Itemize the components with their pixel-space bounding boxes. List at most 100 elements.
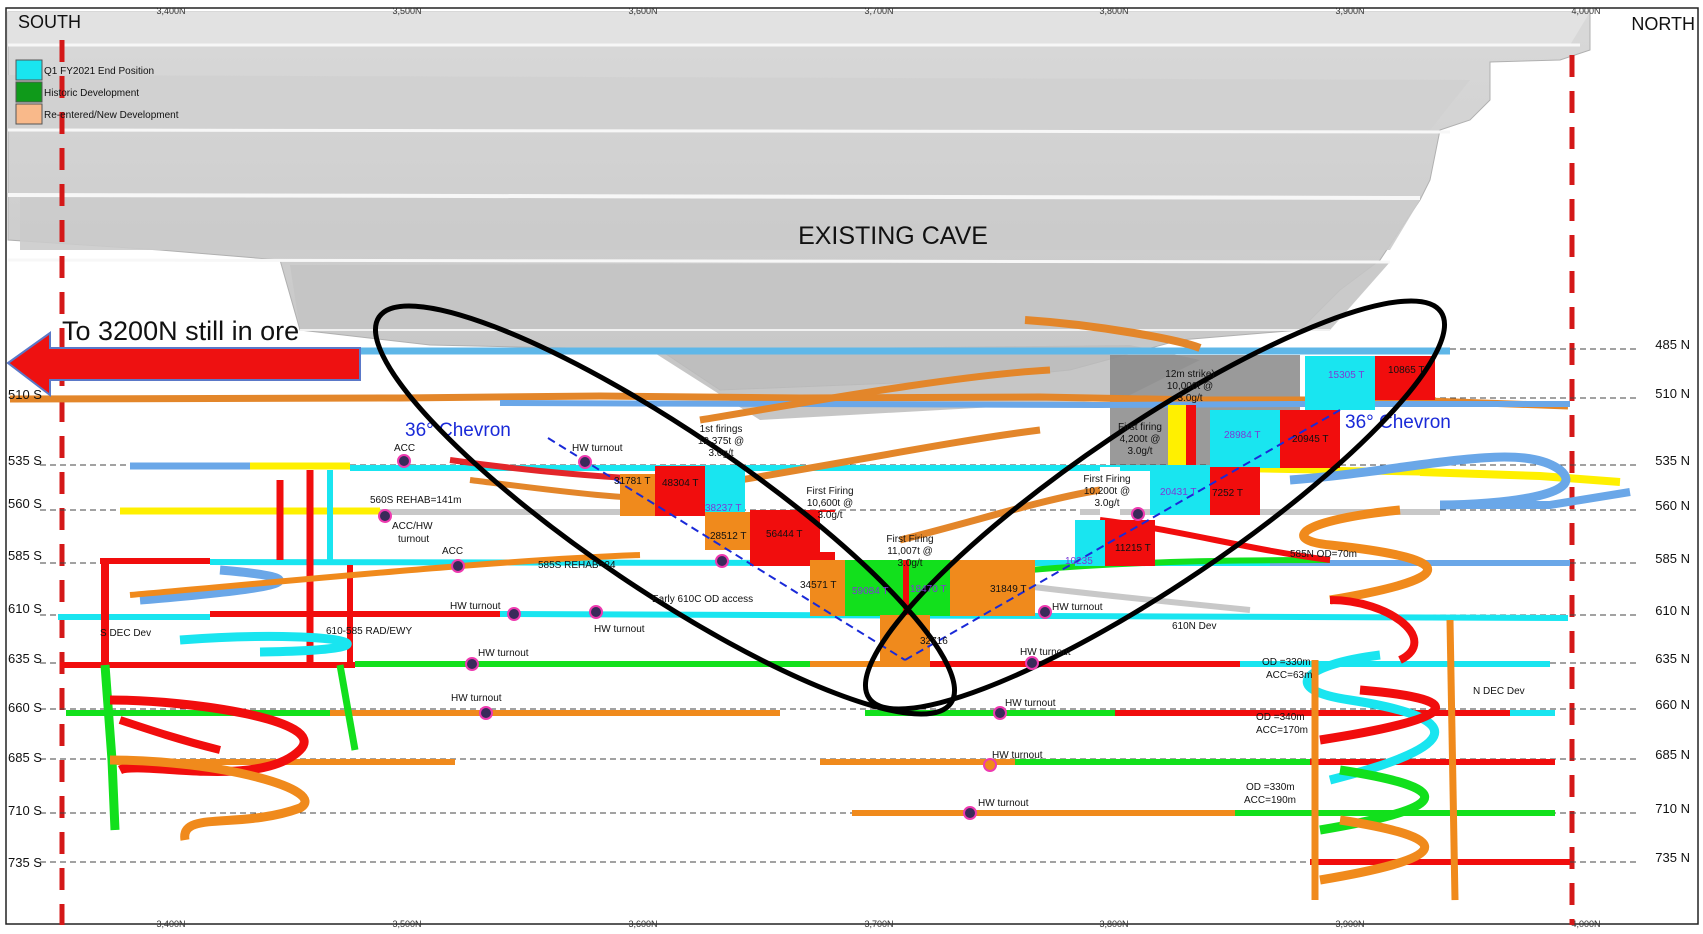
note-ndec: N DEC Dev <box>1473 686 1525 697</box>
note-hw-10: HW turnout <box>978 798 1029 809</box>
note-hw-2: HW turnout <box>450 601 501 612</box>
turnout-markers <box>378 454 1145 820</box>
firing-2-line-1: First Firing <box>806 486 853 497</box>
note-hw-8: HW turnout <box>1005 698 1056 709</box>
cave-label: EXISTING CAVE <box>798 222 988 250</box>
tonnage-20945: 20945 T <box>1292 434 1329 445</box>
level-label-north-5: 610 N <box>1655 603 1690 618</box>
legend-swatch-q1 <box>15 59 43 81</box>
level-label-south-6: 660 S <box>8 700 42 715</box>
chevron-label-right: 36° Chevron <box>1345 412 1451 433</box>
note-acc-635: ACC=63m <box>1266 670 1312 681</box>
firing-6-line-1: First Firing <box>1083 474 1130 485</box>
firing-notes: 1st firings 12,375t @ 3.0g/t First Firin… <box>698 369 1215 569</box>
level-label-north-6: 635 N <box>1655 651 1690 666</box>
firing-3-line-3: 3.0g/t <box>897 558 922 569</box>
tonnage-15305: 15305 T <box>1328 370 1365 381</box>
note-hw-9: HW turnout <box>992 750 1043 761</box>
note-rehab-585: 585S REHAB=24 <box>538 560 616 571</box>
northing-top-6: 4,000N <box>1571 6 1600 16</box>
tonnage-31849: 31849 T <box>990 584 1027 595</box>
frame <box>5 7 1699 925</box>
chevron-ellipse-left <box>373 303 957 717</box>
existing-cave <box>7 11 1591 465</box>
level-label-north-2: 535 N <box>1655 453 1690 468</box>
note-early: Early 610C OD access <box>652 594 753 605</box>
level-label-south-4: 610 S <box>8 601 42 616</box>
note-rad: 610-585 RAD/EWY <box>326 626 412 637</box>
firing-3-line-2: 11,007t @ <box>887 546 933 557</box>
level-label-north-0: 485 N <box>1655 337 1690 352</box>
tonnage-31781: 31781 T <box>614 476 651 487</box>
south-label: SOUTH <box>18 12 81 32</box>
legend-swatch-reentered <box>15 103 43 125</box>
level-label-north-9: 710 N <box>1655 801 1690 816</box>
firing-4-line-3: 3.0g/t <box>1177 393 1202 404</box>
level-label-south-5: 635 S <box>8 651 42 666</box>
tonnage-18470: 18470 T <box>910 584 947 595</box>
firing-2-line-2: 10,600t @ <box>807 498 853 509</box>
firing-1-line-2: 12,375t @ <box>698 436 744 447</box>
north-label: NORTH <box>1631 14 1695 34</box>
note-acc-660: ACC=170m <box>1256 725 1308 736</box>
legend-label-q1: Q1 FY2021 End Position <box>44 66 154 77</box>
legend: Q1 FY2021 End Position Historic Developm… <box>15 59 179 125</box>
arrow-label: To 3200N still in ore <box>62 316 299 346</box>
level-label-north-10: 735 N <box>1655 850 1690 865</box>
note-dec-dev: S DEC Dev <box>100 628 151 639</box>
tonnage-28512: 28512 T <box>710 531 747 542</box>
firing-2-line-3: 3.0g/t <box>817 510 842 521</box>
note-hw-1: HW turnout <box>572 443 623 454</box>
firing-3-line-1: First Firing <box>886 534 933 545</box>
tonnage-32716: 32716 <box>920 636 948 647</box>
note-od-585: 585N OD=70m <box>1290 549 1357 560</box>
tonnage-38237: 38237 T <box>705 503 742 514</box>
direction-arrow <box>6 331 361 398</box>
note-hw-6: HW turnout <box>1052 602 1103 613</box>
firing-4-line-2: 10,000t @ <box>1167 381 1213 392</box>
note-acc-585: ACC <box>442 546 463 557</box>
northing-top-1: 3,500N <box>392 6 421 16</box>
note-acc-hw: ACC/HW <box>392 521 433 532</box>
level-label-south-3: 585 S <box>8 548 42 563</box>
tonnage-20431: 20431 T <box>1160 487 1197 498</box>
firing-5-line-2: 4,200t @ <box>1120 434 1161 445</box>
firing-1-line-3: 3.0g/t <box>708 448 733 459</box>
northing-top-5: 3,900N <box>1335 6 1364 16</box>
note-rehab-560: 560S REHAB=141m <box>370 495 461 506</box>
note-acc-710: ACC=190m <box>1244 795 1296 806</box>
level-label-north-1: 510 N <box>1655 386 1690 401</box>
tonnage-59084: 59084 T <box>852 586 889 597</box>
firing-6-line-2: 10,200t @ <box>1084 486 1130 497</box>
level-label-north-7: 660 N <box>1655 697 1690 712</box>
chevron-ellipse-right <box>863 298 1447 712</box>
level-label-south-2: 560 S <box>8 496 42 511</box>
level-label-south-8: 710 S <box>8 803 42 818</box>
tonnage-56444: 56444 T <box>766 529 803 540</box>
tonnage-48304: 48304 T <box>662 478 699 489</box>
legend-label-historic: Historic Development <box>44 88 139 99</box>
chevron-label-left: 36° Chevron <box>405 420 511 441</box>
firing-5-line-1: First firing <box>1118 422 1162 433</box>
note-hw-4: HW turnout <box>478 648 529 659</box>
tonnage-11215: 11215 T <box>1115 543 1151 554</box>
northing-top-4: 3,800N <box>1099 6 1128 16</box>
northing-bottom-6: 4,000N <box>1571 919 1600 929</box>
northing-bottom-2: 3,600N <box>628 919 657 929</box>
stope-blocks <box>620 356 1435 667</box>
note-hw-5: HW turnout <box>451 693 502 704</box>
northing-bottom: 3,400N 3,500N 3,600N 3,700N 3,800N 3,900N 4,00… <box>156 919 1600 929</box>
firing-1-line-1: 1st firings <box>700 424 743 435</box>
firing-6-line-3: 3.0g/t <box>1094 498 1119 509</box>
legend-swatch-historic <box>15 81 43 103</box>
northing-bottom-4: 3,800N <box>1099 919 1128 929</box>
note-turnout: turnout <box>398 534 429 545</box>
chevron-lines <box>547 409 1341 661</box>
tonnage-7252: 7252 T <box>1212 488 1243 499</box>
level-label-north-3: 560 N <box>1655 498 1690 513</box>
northing-bottom-5: 3,900N <box>1335 919 1364 929</box>
tonnage-labels: 31781 T 48304 T 38237 T 28512 T 56444 T … <box>614 365 1425 647</box>
tonnage-10865: 10865 T <box>1388 365 1425 376</box>
